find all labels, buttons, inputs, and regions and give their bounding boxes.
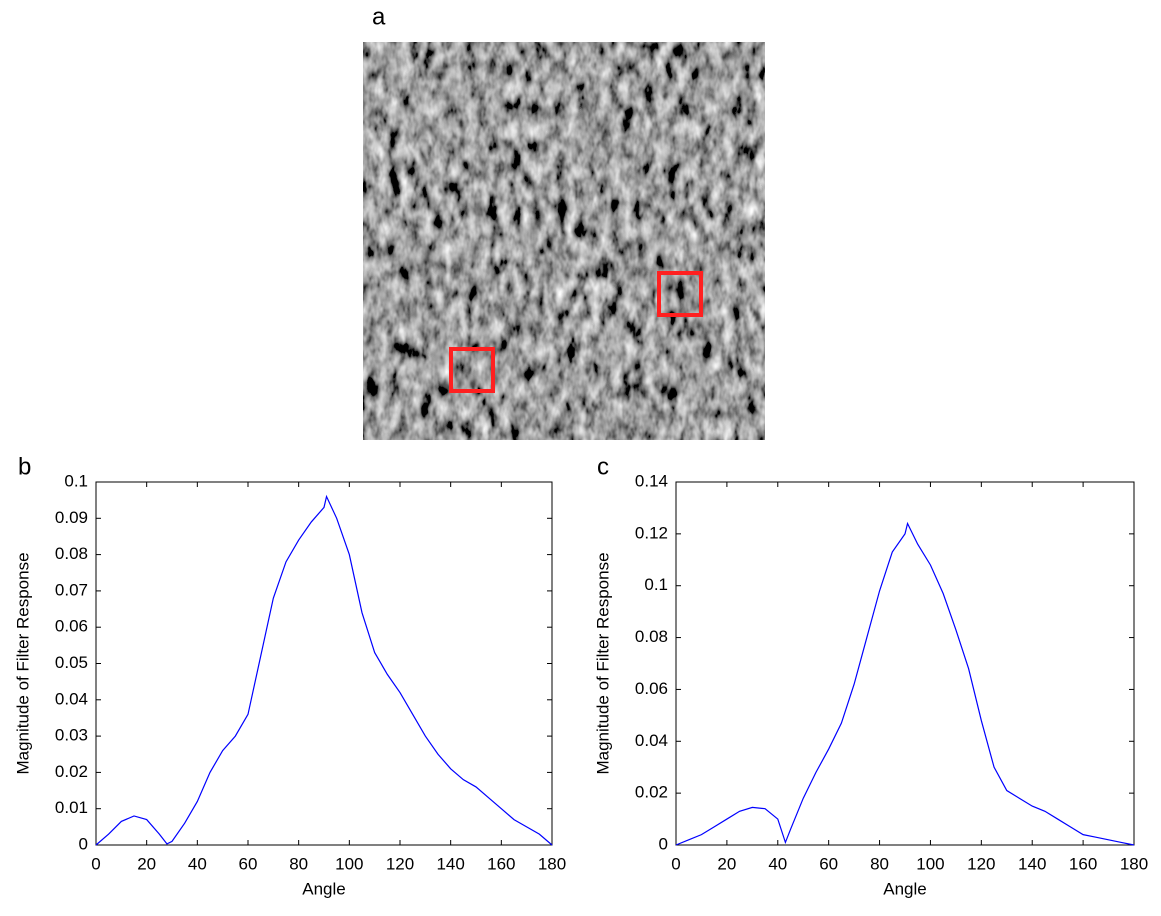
x-tick-label: 100 bbox=[335, 854, 363, 873]
panel-label: c bbox=[597, 453, 609, 480]
x-tick-label: 20 bbox=[717, 854, 736, 873]
y-tick-label: 0.06 bbox=[635, 679, 668, 698]
y-tick-label: 0.05 bbox=[55, 653, 88, 672]
y-axis-label: Magnitude of Filter Response bbox=[13, 552, 32, 774]
y-tick-label: 0.1 bbox=[644, 575, 668, 594]
x-axis-label: Angle bbox=[302, 879, 345, 898]
x-tick-label: 0 bbox=[671, 854, 680, 873]
x-tick-label: 0 bbox=[91, 854, 100, 873]
x-tick-label: 160 bbox=[1069, 854, 1097, 873]
y-tick-label: 0 bbox=[659, 834, 668, 853]
panel-label: a bbox=[372, 3, 386, 30]
highlight-box bbox=[449, 347, 495, 393]
x-tick-label: 60 bbox=[239, 854, 258, 873]
highlight-box bbox=[657, 271, 703, 317]
x-tick-label: 140 bbox=[1018, 854, 1046, 873]
x-tick-label: 40 bbox=[768, 854, 787, 873]
y-tick-label: 0.14 bbox=[635, 471, 668, 490]
x-tick-label: 140 bbox=[436, 854, 464, 873]
x-tick-label: 40 bbox=[188, 854, 207, 873]
x-tick-label: 80 bbox=[289, 854, 308, 873]
panel-label: b bbox=[18, 453, 31, 480]
x-tick-label: 160 bbox=[487, 854, 515, 873]
y-tick-label: 0.02 bbox=[635, 783, 668, 802]
y-tick-label: 0 bbox=[79, 834, 88, 853]
y-tick-label: 0.09 bbox=[55, 508, 88, 527]
x-tick-label: 100 bbox=[916, 854, 944, 873]
data-line bbox=[95, 494, 553, 846]
y-tick-label: 0.04 bbox=[55, 689, 88, 708]
x-tick-label: 60 bbox=[819, 854, 838, 873]
x-tick-label: 180 bbox=[538, 854, 566, 873]
y-tick-label: 0.02 bbox=[55, 762, 88, 781]
x-tick-label: 120 bbox=[386, 854, 414, 873]
x-tick-label: 120 bbox=[967, 854, 995, 873]
axes-box bbox=[95, 481, 553, 846]
y-tick-label: 0.12 bbox=[635, 523, 668, 542]
y-tick-label: 0.04 bbox=[635, 731, 668, 750]
x-tick-label: 180 bbox=[1120, 854, 1148, 873]
y-axis-label: Magnitude of Filter Response bbox=[593, 552, 612, 774]
axes-box bbox=[675, 481, 1135, 846]
texture-image bbox=[363, 42, 765, 440]
y-tick-label: 0.1 bbox=[64, 471, 88, 490]
data-line bbox=[675, 521, 1135, 846]
y-tick-label: 0.07 bbox=[55, 580, 88, 599]
x-tick-label: 20 bbox=[137, 854, 156, 873]
x-tick-label: 80 bbox=[870, 854, 889, 873]
y-tick-label: 0.08 bbox=[55, 544, 88, 563]
x-axis-label: Angle bbox=[883, 879, 926, 898]
y-tick-label: 0.03 bbox=[55, 726, 88, 745]
y-tick-label: 0.01 bbox=[55, 798, 88, 817]
y-tick-label: 0.06 bbox=[55, 617, 88, 636]
y-tick-label: 0.08 bbox=[635, 627, 668, 646]
